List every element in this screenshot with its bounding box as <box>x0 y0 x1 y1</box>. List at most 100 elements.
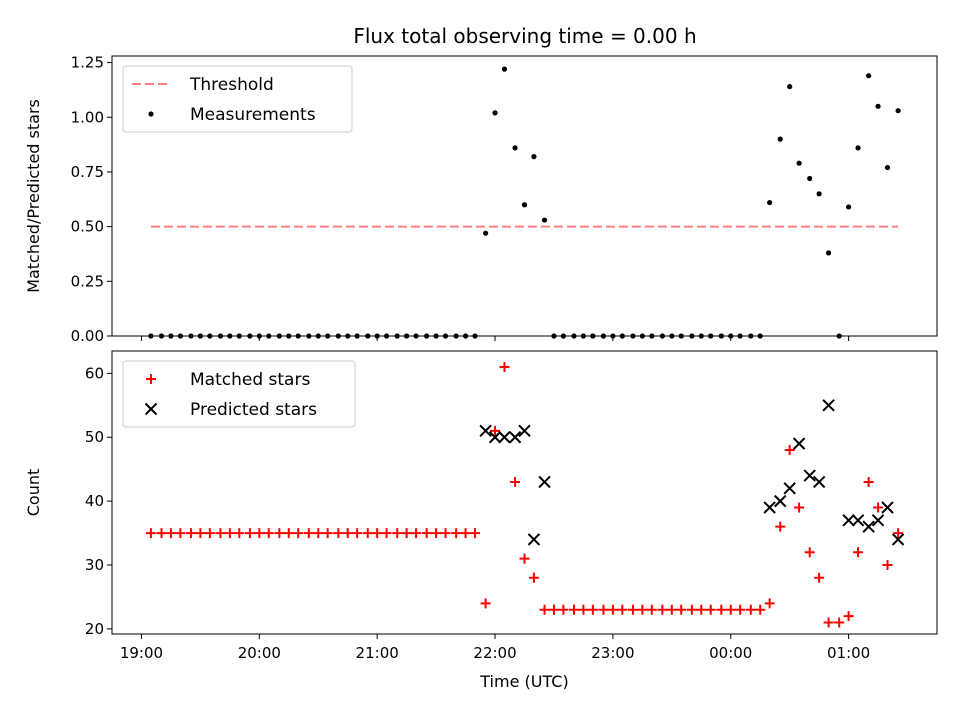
matched-star-point <box>490 425 501 436</box>
measurement-point <box>345 333 351 339</box>
matched-star-point <box>528 572 539 583</box>
matched-star-point <box>823 617 834 628</box>
bottom-xlabel: Time (UTC) <box>479 672 568 691</box>
bottom-xtick-label: 19:00 <box>120 644 163 662</box>
measurement-point <box>256 333 262 339</box>
matched-star-point <box>804 547 815 558</box>
measurement-point <box>276 333 282 339</box>
predicted-star-point <box>822 399 835 412</box>
matched-star-point <box>745 604 756 615</box>
matched-star-point <box>342 528 353 539</box>
measurement-point <box>365 333 371 339</box>
matched-star-point <box>607 604 618 615</box>
matched-star-point <box>244 528 255 539</box>
top-data-marks <box>148 66 901 339</box>
bottom-legend-box <box>122 360 356 428</box>
matched-star-point <box>705 604 716 615</box>
measurement-point <box>737 333 743 339</box>
matched-star-point <box>843 611 854 622</box>
measurement-point <box>787 84 793 90</box>
legend-predicted-stars-swatch <box>144 402 158 416</box>
predicted-star-point <box>862 520 875 533</box>
measurement-point <box>678 333 684 339</box>
measurement-point <box>315 333 321 339</box>
bottom-ytick-label: 20 <box>85 620 104 638</box>
matched-star-point <box>784 445 795 456</box>
matched-star-point <box>755 604 766 615</box>
matched-star-point <box>451 528 462 539</box>
top-ytick-label: 1.25 <box>71 54 104 72</box>
predicted-star-point <box>881 501 894 514</box>
measurement-point <box>796 160 802 166</box>
matched-star-point <box>519 553 530 564</box>
matched-star-point <box>322 528 333 539</box>
measurement-point <box>325 333 331 339</box>
predicted-star-point <box>527 533 541 546</box>
matched-star-point <box>893 528 904 539</box>
matched-star-point <box>274 528 285 539</box>
measurement-point <box>619 333 625 339</box>
matched-star-point <box>165 528 176 539</box>
matched-star-point <box>510 476 521 487</box>
bottom-ytick-label: 60 <box>85 364 104 382</box>
top-legend: Threshold Measurements <box>122 65 353 133</box>
matched-star-point <box>283 528 294 539</box>
measurement-point <box>600 333 607 339</box>
figure-title: Flux total observing time = 0.00 h <box>353 24 696 48</box>
matched-star-point <box>716 604 727 615</box>
matched-star-point <box>794 502 805 513</box>
measurement-point <box>777 136 783 142</box>
measurement-point <box>816 191 822 197</box>
measurement-point <box>521 202 528 208</box>
matched-star-point <box>215 528 226 539</box>
measurement-point <box>217 333 224 339</box>
predicted-star-point <box>763 501 776 514</box>
measurement-point <box>767 199 773 206</box>
measurement-point <box>884 164 891 171</box>
matched-star-point <box>637 604 648 615</box>
measurement-point <box>571 333 577 339</box>
measurement-point <box>236 333 242 339</box>
bottom-xtick-label: 23:00 <box>591 644 634 662</box>
bottom-ytick-label: 50 <box>85 428 104 446</box>
matched-star-point <box>725 604 736 615</box>
measurement-point <box>197 333 203 339</box>
matched-star-point <box>657 604 668 615</box>
matched-star-point <box>381 528 392 539</box>
matched-star-point <box>156 528 167 539</box>
predicted-star-point <box>479 424 492 438</box>
measurement-point <box>306 333 312 339</box>
matched-star-point <box>470 528 480 539</box>
measurement-point <box>580 333 587 339</box>
matched-star-point <box>569 604 579 615</box>
matched-star-point <box>392 528 403 539</box>
measurement-point <box>757 333 763 339</box>
matched-star-point <box>735 604 746 615</box>
predicted-star-point <box>851 514 865 527</box>
measurement-point <box>384 333 390 339</box>
matched-star-point <box>578 604 589 615</box>
bottom-data-marks <box>145 361 905 628</box>
predicted-star-point <box>812 475 826 489</box>
measurement-point <box>825 250 832 256</box>
matched-star-point <box>853 547 864 558</box>
predicted-star-point <box>518 424 531 438</box>
bottom-ytick-label: 30 <box>85 556 104 574</box>
predicted-star-point <box>842 514 855 527</box>
measurement-point <box>442 333 449 339</box>
legend-measurements-swatch <box>148 111 154 117</box>
predicted-star-point <box>508 431 522 444</box>
matched-star-point <box>185 528 196 539</box>
matched-star-point <box>362 528 373 539</box>
legend-threshold-label: Threshold <box>189 75 274 95</box>
matched-star-point <box>873 502 884 513</box>
measurement-point <box>394 333 400 339</box>
matched-star-point <box>263 528 274 539</box>
measurement-point <box>453 333 459 339</box>
matched-star-point <box>431 528 442 539</box>
matched-star-point <box>401 528 412 539</box>
measurement-point <box>207 333 213 339</box>
bottom-xtick-label: 22:00 <box>473 644 516 662</box>
top-ytick-label: 0.00 <box>71 327 104 345</box>
